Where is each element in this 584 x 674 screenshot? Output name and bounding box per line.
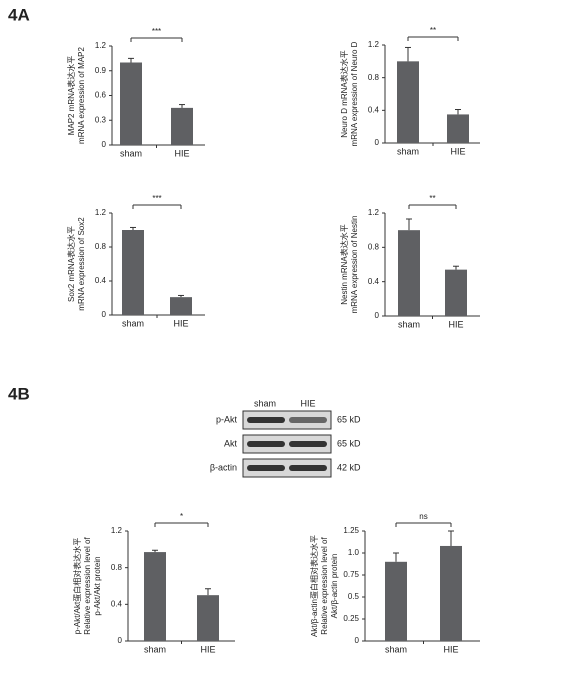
x-tick-label: sham: [398, 319, 420, 329]
bar: [385, 561, 407, 641]
bar: [120, 62, 142, 145]
sig-annotation: **: [430, 26, 436, 35]
y-axis-label: Akt/β-actin蛋白相对表达水平: [309, 535, 319, 637]
sig-annotation: ns: [419, 512, 427, 521]
y-axis-label: Sox2 mRNA表达水平: [66, 226, 76, 302]
x-tick-label: HIE: [450, 146, 465, 156]
y-axis-label: MAP2 mRNA表达水平: [66, 56, 76, 136]
panel-label: 4B: [8, 384, 30, 403]
y-axis-label: p-Akt/Akt protein: [93, 556, 102, 615]
blot-row-label: β-actin: [210, 462, 237, 472]
y-axis-label: Nestin mRNA表达水平: [339, 224, 349, 304]
y-tick-label: 0.3: [95, 115, 107, 124]
x-tick-label: sham: [120, 148, 142, 158]
bar: [197, 595, 219, 641]
y-tick-label: 1.2: [368, 208, 380, 217]
x-tick-label: sham: [385, 644, 407, 654]
y-tick-label: 1.2: [111, 526, 123, 535]
blot-size-label: 65 kD: [337, 438, 361, 448]
y-tick-label: 0.75: [343, 570, 359, 579]
bar: [122, 230, 144, 315]
x-tick-label: HIE: [174, 148, 189, 158]
y-axis-label: Akt/β-actin protein: [330, 554, 339, 619]
y-tick-label: 0: [355, 636, 360, 645]
blot-frame: [242, 458, 332, 478]
y-tick-label: 0.5: [348, 592, 360, 601]
blot-band: [289, 417, 327, 423]
y-tick-label: 0: [102, 310, 107, 319]
blot-band: [289, 465, 327, 471]
y-tick-label: 0.4: [368, 277, 380, 286]
sig-annotation: ***: [152, 194, 161, 203]
y-tick-label: 0.8: [95, 242, 107, 251]
y-tick-label: 0.25: [343, 614, 359, 623]
bar: [397, 61, 419, 144]
bar: [398, 230, 420, 316]
bar: [170, 297, 192, 315]
blot-band: [247, 441, 285, 447]
y-tick-label: 0.8: [111, 563, 123, 572]
bar: [144, 552, 166, 641]
bar: [171, 107, 193, 145]
x-tick-label: HIE: [200, 644, 215, 654]
y-tick-label: 0: [118, 636, 123, 645]
y-tick-label: 0: [102, 140, 107, 149]
y-tick-label: 0.4: [95, 276, 107, 285]
x-tick-label: HIE: [448, 319, 463, 329]
y-tick-label: 0.4: [111, 599, 123, 608]
y-tick-label: 1.2: [95, 208, 107, 217]
x-tick-label: HIE: [443, 644, 458, 654]
blot-band: [247, 417, 285, 423]
y-axis-label: mRNA expression of Sox2: [77, 217, 86, 311]
y-tick-label: 1.0: [348, 548, 360, 557]
sig-annotation: ***: [152, 27, 161, 36]
x-tick-label: sham: [122, 318, 144, 328]
blot-band: [247, 465, 285, 471]
blot-size-label: 42 kD: [337, 462, 361, 472]
x-tick-label: HIE: [173, 318, 188, 328]
y-tick-label: 0.4: [368, 105, 380, 114]
blot-size-label: 65 kD: [337, 414, 361, 424]
y-tick-label: 1.2: [95, 41, 107, 50]
panel-label: 4A: [8, 5, 30, 24]
blot-column-label: sham: [254, 398, 276, 408]
blot-band: [289, 441, 327, 447]
y-tick-label: 0: [375, 138, 380, 147]
y-tick-label: 0.6: [95, 91, 107, 100]
y-axis-label: Relative expression level of: [83, 537, 92, 635]
blot-column-label: HIE: [300, 398, 315, 408]
x-tick-label: sham: [397, 146, 419, 156]
bar: [440, 545, 462, 641]
blot-row-label: p-Akt: [216, 414, 238, 424]
sig-annotation: *: [180, 512, 183, 521]
y-axis-label: mRNA expression of MAP2: [77, 46, 86, 143]
y-axis-label: mRNA expression of Neuro D: [350, 41, 359, 146]
blot-row-label: Akt: [224, 438, 238, 448]
y-tick-label: 1.2: [368, 40, 380, 49]
y-tick-label: 1.25: [343, 526, 359, 535]
y-axis-label: mRNA expression of Nestin: [350, 216, 359, 314]
y-tick-label: 0.8: [368, 73, 380, 82]
bar: [447, 114, 469, 143]
y-axis-label: Relative expression level of: [320, 537, 329, 635]
y-tick-label: 0.8: [368, 242, 380, 251]
x-tick-label: sham: [144, 644, 166, 654]
y-tick-label: 0: [375, 311, 380, 320]
blot-frame: [242, 410, 332, 430]
bar: [445, 269, 467, 316]
y-axis-label: Neuro D mRNA表达水平: [339, 50, 349, 138]
y-axis-label: p-Akt/Akt蛋白相对表达水平: [72, 538, 82, 634]
blot-frame: [242, 434, 332, 454]
y-tick-label: 0.9: [95, 66, 107, 75]
sig-annotation: **: [429, 194, 435, 203]
